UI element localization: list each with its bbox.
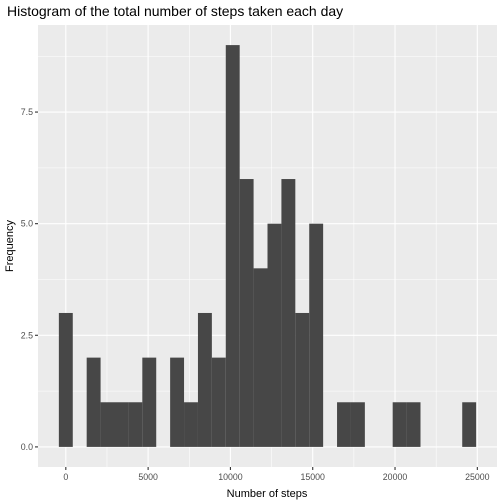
histogram-bar [406, 402, 421, 447]
y-tick-label: 7.5 [21, 107, 33, 117]
histogram-bar [392, 402, 407, 447]
histogram-bars [58, 45, 477, 447]
histogram-bar [267, 223, 282, 447]
histogram-bar [86, 357, 101, 447]
histogram-bar [350, 402, 365, 447]
histogram-bar [211, 357, 226, 447]
histogram-bar [281, 179, 296, 447]
histogram-bar [337, 402, 351, 447]
y-tick-label: 0.0 [21, 442, 33, 452]
x-axis-title: Number of steps [227, 488, 308, 500]
histogram-bar [100, 402, 115, 447]
histogram-bar [128, 402, 143, 447]
x-tick-label: 25000 [465, 472, 490, 482]
x-tick-label: 15000 [300, 472, 325, 482]
x-tick-label: 0 [63, 472, 68, 482]
histogram-bar [462, 402, 477, 447]
y-axis-tick-labels: 0.0 2.5 5.0 7.5 [21, 107, 33, 452]
histogram-bar [309, 223, 324, 447]
histogram-bar [239, 179, 254, 447]
axis-ticks [35, 111, 478, 470]
histogram-bar [184, 402, 198, 447]
chart-title: Histogram of the total number of steps t… [7, 3, 343, 19]
y-axis-title: Frequency [4, 220, 16, 272]
histogram-bar [197, 312, 212, 447]
histogram-bar [253, 268, 268, 447]
x-tick-label: 5000 [138, 472, 158, 482]
histogram-bar [142, 357, 157, 447]
histogram-bar [225, 45, 240, 447]
y-tick-label: 2.5 [21, 330, 33, 340]
histogram-bar [114, 402, 129, 447]
histogram-bar [170, 357, 185, 447]
histogram-bar [58, 312, 73, 447]
y-tick-label: 5.0 [21, 219, 33, 229]
x-axis-tick-labels: 0 5000 10000 15000 20000 25000 [63, 472, 489, 482]
x-tick-label: 10000 [218, 472, 243, 482]
histogram-bar [295, 312, 310, 447]
x-tick-label: 20000 [383, 472, 408, 482]
